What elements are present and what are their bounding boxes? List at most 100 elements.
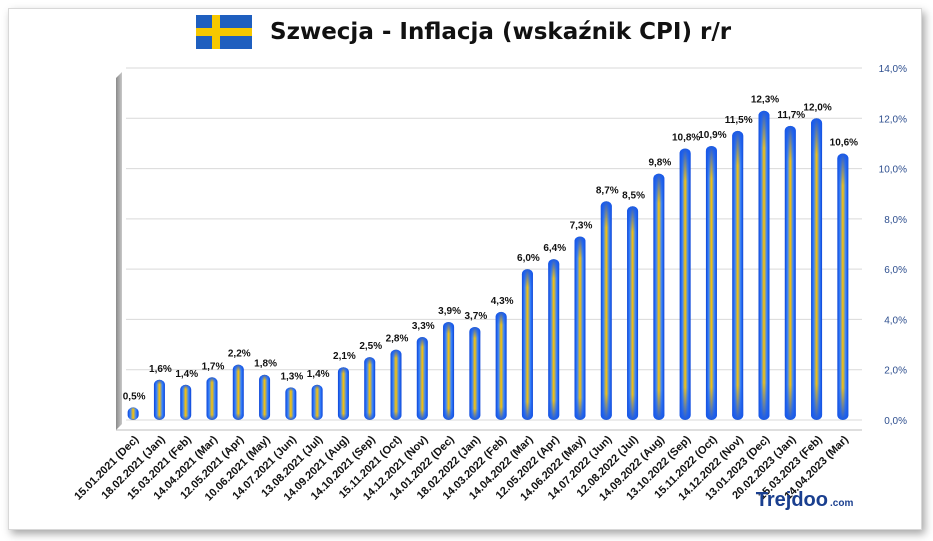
y-axis: 0,0% 2,0% 4,0% 6,0% 8,0% 10,0% 12,0% 14,0%: [879, 64, 907, 427]
bar-value-label: 1,7%: [202, 361, 225, 372]
bar: [443, 321, 455, 420]
bar-value-label: 2,2%: [228, 349, 251, 360]
bar-cap: [732, 130, 744, 420]
bar: [548, 259, 560, 420]
trejdoo-watermark: Trejdoo .com: [756, 489, 854, 511]
bar-value-label: 2,5%: [359, 341, 382, 352]
bar: [705, 145, 717, 420]
bar-value-label: 9,8%: [648, 158, 671, 169]
bar-cap: [153, 379, 165, 420]
y-tick-label: 8,0%: [884, 215, 907, 226]
x-axis: 15.01.2021 (Dec)18.02.2021 (Jan)15.03.20…: [72, 433, 851, 503]
bar-cap: [784, 125, 796, 420]
bar-value-label: 7,3%: [570, 220, 593, 231]
y-tick-label: 4,0%: [884, 315, 907, 326]
bar-value-label: 1,6%: [149, 364, 172, 375]
bar-value-label: 3,9%: [438, 306, 461, 317]
chart-side-wall: [116, 72, 122, 430]
bar-value-label: 3,3%: [412, 321, 435, 332]
bar: [627, 206, 639, 420]
bar-cap: [521, 269, 533, 420]
bar-value-label: 12,3%: [751, 95, 779, 106]
y-tick-label: 14,0%: [879, 64, 907, 75]
bar-cap: [180, 384, 192, 420]
bar: [206, 377, 218, 420]
bar: [574, 236, 586, 420]
bar: [732, 130, 744, 420]
bar-value-label: 1,4%: [307, 369, 330, 380]
data-labels: 0,5%1,6% 1,4%1,7%2,2%1,8%1,3% 1,4%2,1%2,5%…: [123, 95, 858, 403]
bar-value-label: 3,7%: [464, 311, 487, 322]
bar: [390, 349, 402, 420]
bar-cap: [495, 311, 507, 420]
bar: [311, 384, 323, 420]
bar-cap: [259, 374, 271, 420]
bar-cap: [811, 118, 823, 421]
bar: [784, 125, 796, 420]
bar: [180, 384, 192, 420]
bar-value-label: 10,8%: [672, 132, 700, 143]
bar-value-label: 1,4%: [175, 369, 198, 380]
bar-cap: [758, 110, 770, 420]
y-tick-label: 2,0%: [884, 366, 907, 377]
bar: [416, 337, 428, 420]
bar-cap: [627, 206, 639, 420]
bar-cap: [653, 173, 665, 420]
chart-title: Szwecja - Inflacja (wskaźnik CPI) r/r: [270, 19, 732, 45]
bar-cap: [679, 148, 691, 420]
bar-value-label: 11,5%: [725, 115, 753, 126]
bar-value-label: 1,8%: [254, 359, 277, 370]
bar-value-label: 1,3%: [280, 371, 303, 382]
bar: [153, 379, 165, 420]
bar-cap: [364, 357, 376, 420]
bar: [285, 387, 297, 420]
bar-value-label: 2,8%: [386, 334, 409, 345]
bar: [837, 153, 849, 420]
bar-value-label: 2,1%: [333, 351, 356, 362]
bar-cap: [548, 259, 560, 420]
bar-value-label: 6,4%: [543, 243, 566, 254]
y-tick-label: 6,0%: [884, 265, 907, 276]
bar-value-label: 4,3%: [491, 296, 514, 307]
bar-value-label: 8,5%: [622, 190, 645, 201]
bar-value-label: 12,0%: [803, 102, 831, 113]
bar: [127, 407, 139, 420]
bar-value-label: 8,7%: [596, 185, 619, 196]
bar-cap: [416, 337, 428, 420]
sweden-flag-icon: [196, 15, 252, 49]
bar-value-label: 10,9%: [698, 130, 726, 141]
bar-value-label: 6,0%: [517, 253, 540, 264]
y-tick-label: 12,0%: [879, 114, 907, 125]
y-tick-label: 0,0%: [884, 416, 907, 427]
bar-cap: [337, 367, 349, 420]
bar-cap: [285, 387, 297, 420]
bar-value-label: 11,7%: [777, 110, 805, 121]
bar-cap: [311, 384, 323, 420]
title-row: Szwecja - Inflacja (wskaźnik CPI) r/r: [196, 14, 731, 50]
bar: [679, 148, 691, 420]
bar: [259, 374, 271, 420]
bar-cap: [574, 236, 586, 420]
bar: [232, 364, 244, 420]
bar: [653, 173, 665, 420]
bar-cap: [705, 145, 717, 420]
bar-value-label: 10,6%: [830, 137, 858, 148]
bar-cap: [837, 153, 849, 420]
bar: [521, 269, 533, 420]
bar: [364, 357, 376, 420]
bar: [495, 311, 507, 420]
watermark-domain: .com: [830, 498, 853, 509]
bar: [469, 326, 481, 420]
bar-cap: [232, 364, 244, 420]
bar-cap: [390, 349, 402, 420]
y-tick-label: 10,0%: [879, 165, 907, 176]
watermark-brand: Trejdoo: [756, 489, 828, 511]
bar-cap: [127, 407, 139, 420]
bar-cap: [206, 377, 218, 420]
bar: [758, 110, 770, 420]
bar: [337, 367, 349, 420]
bar-cap: [443, 321, 455, 420]
bars: [127, 110, 849, 421]
bar-cap: [600, 201, 612, 420]
